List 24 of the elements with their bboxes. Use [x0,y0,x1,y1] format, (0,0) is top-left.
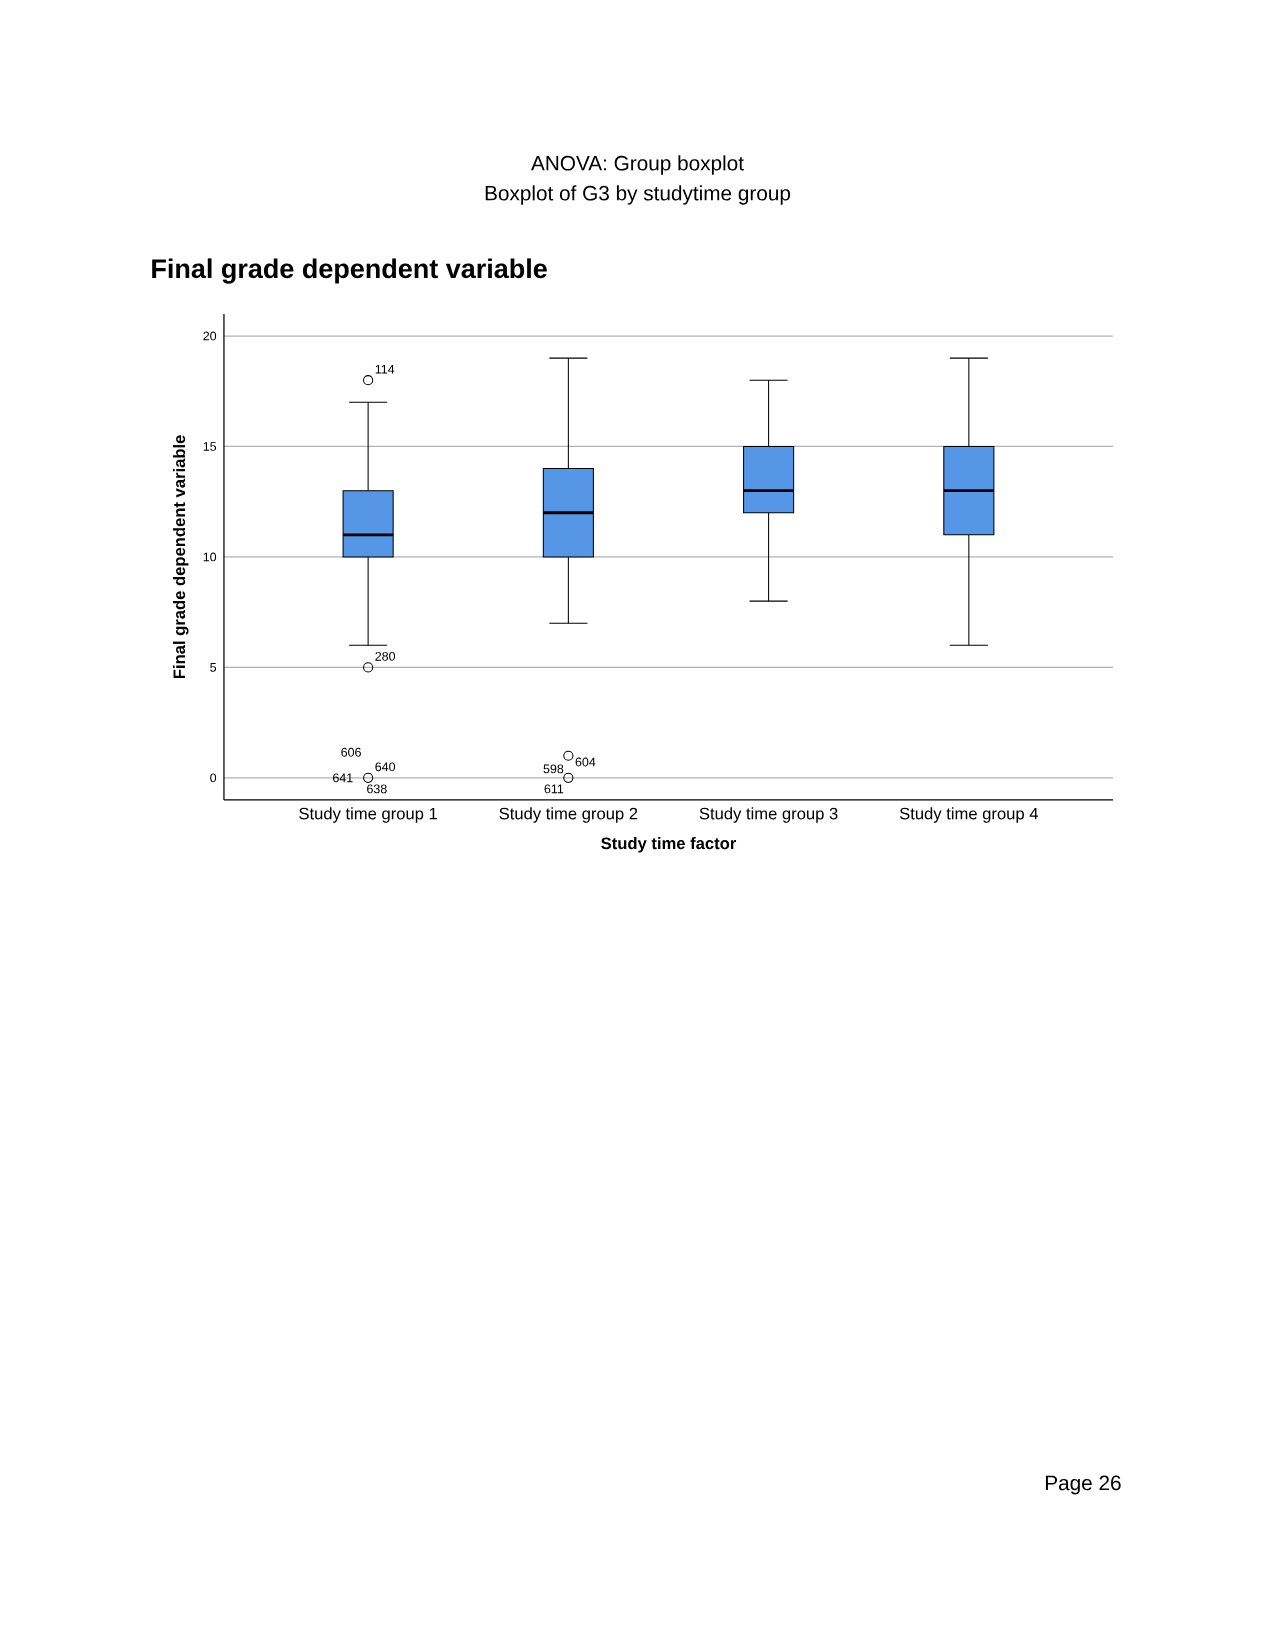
x-tick-label: Study time group 2 [499,807,638,823]
annotation: 641 [333,773,353,783]
y-tick-label: 15 [203,442,217,451]
annotation: 598 [543,764,564,774]
chart-title: ANOVA: Group boxplot [531,155,744,175]
annotation: 606 [341,747,361,757]
y-tick-label: 5 [210,663,217,672]
annotation: 114 [375,365,395,374]
x-tick-label: Study time group 1 [299,807,437,823]
annotation: 640 [375,762,396,772]
text: Page 26 [1045,1475,1121,1495]
text: Final grade dependent variable [152,258,547,284]
x-axis-title: Study time factor [601,836,737,853]
y-axis-title: Final grade dependent variable [172,435,189,679]
x-tick-label: Study time group 4 [899,807,1039,823]
annotation: 638 [367,784,387,794]
annotation: 604 [575,757,596,767]
y-tick-label: 10 [203,552,217,562]
chart-subtitle: Boxplot of G3 by studytime group [485,185,791,205]
annotation: 280 [375,651,396,661]
y-tick-label: 20 [203,331,217,341]
x-tick-label: Study time group 3 [699,807,838,823]
annotation: 611 [544,784,564,794]
y-tick-label: 0 [210,773,217,783]
